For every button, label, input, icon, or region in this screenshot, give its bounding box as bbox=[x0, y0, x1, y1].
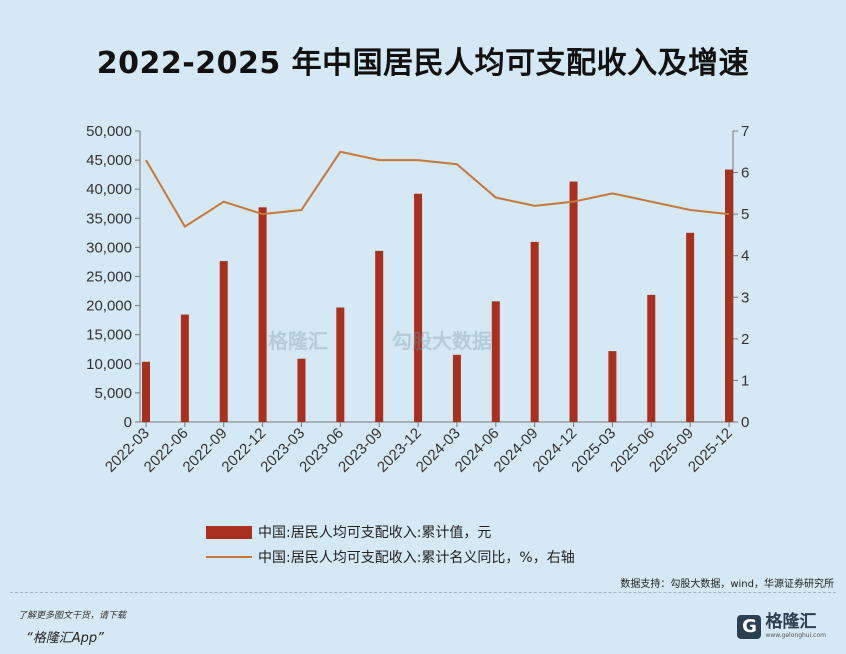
bar bbox=[530, 241, 539, 422]
brand-url: www.gelonghui.com bbox=[765, 632, 826, 639]
bar bbox=[452, 354, 461, 422]
watermark-right: 勾股大数据 bbox=[392, 329, 492, 353]
growth-line bbox=[145, 150, 730, 229]
brand-name: 格隆汇 bbox=[765, 612, 817, 632]
legend-bar-label: 中国:居民人均可支配收入:累计值，元 bbox=[258, 525, 492, 541]
promo-text: 了解更多图文干货，请下载 bbox=[18, 611, 127, 621]
y-left-tick-label: 0 bbox=[124, 414, 132, 431]
watermark-left: 格隆汇 bbox=[268, 329, 328, 353]
brand-logo: G 格隆汇 www.gelonghui.com bbox=[737, 614, 826, 639]
y-left-tick-label: 15,000 bbox=[86, 327, 132, 344]
bar bbox=[686, 232, 695, 422]
bar bbox=[297, 358, 306, 422]
bar bbox=[180, 314, 189, 422]
bar bbox=[258, 207, 267, 422]
legend-bar-swatch bbox=[206, 525, 252, 539]
bar bbox=[375, 250, 384, 422]
y-left-tick-label: 10,000 bbox=[86, 356, 132, 373]
data-source: 数据支持：勾股大数据，wind，华源证券研究所 bbox=[620, 579, 834, 590]
bar bbox=[569, 181, 578, 422]
y-right-tick-label: 4 bbox=[741, 248, 749, 265]
y-right-tick-label: 6 bbox=[741, 165, 749, 182]
y-left-tick-label: 5,000 bbox=[94, 385, 132, 402]
brand-mark-icon: G bbox=[737, 614, 762, 639]
y-right-tick-label: 3 bbox=[741, 289, 749, 306]
legend-line-swatch bbox=[206, 556, 252, 558]
y-left-tick-label: 30,000 bbox=[86, 239, 132, 256]
legend-bar-entry: 中国:居民人均可支配收入:累计值，元 bbox=[206, 522, 491, 542]
y-right-tick-label: 7 bbox=[741, 123, 749, 140]
y-left-tick-label: 25,000 bbox=[86, 269, 132, 286]
y-left-tick-label: 35,000 bbox=[86, 210, 132, 227]
y-left-tick-label: 45,000 bbox=[86, 152, 132, 169]
bar bbox=[608, 351, 617, 422]
bar bbox=[491, 301, 500, 422]
footer-divider bbox=[10, 592, 836, 593]
bar bbox=[142, 361, 150, 422]
bar bbox=[647, 294, 656, 422]
legend-line-label: 中国:居民人均可支配收入:累计名义同比，%，右轴 bbox=[258, 550, 575, 566]
y-right-tick-label: 2 bbox=[741, 331, 749, 348]
legend-line-entry: 中国:居民人均可支配收入:累计名义同比，%，右轴 bbox=[206, 547, 575, 567]
y-left-tick-label: 40,000 bbox=[86, 181, 132, 198]
bar bbox=[725, 169, 733, 422]
bar bbox=[414, 193, 423, 422]
y-right-tick-label: 5 bbox=[741, 206, 749, 223]
bar bbox=[336, 307, 345, 422]
promo-app-name[interactable]: “格隆汇App” bbox=[26, 631, 104, 646]
y-left-tick-label: 20,000 bbox=[86, 298, 132, 315]
y-right-tick-label: 0 bbox=[741, 414, 749, 431]
bar bbox=[219, 261, 228, 422]
y-left-tick-label: 50,000 bbox=[86, 123, 132, 140]
chart-title: 2022-2025 年中国居民人均可支配收入及增速 bbox=[96, 46, 750, 81]
y-right-tick-label: 1 bbox=[741, 372, 749, 389]
